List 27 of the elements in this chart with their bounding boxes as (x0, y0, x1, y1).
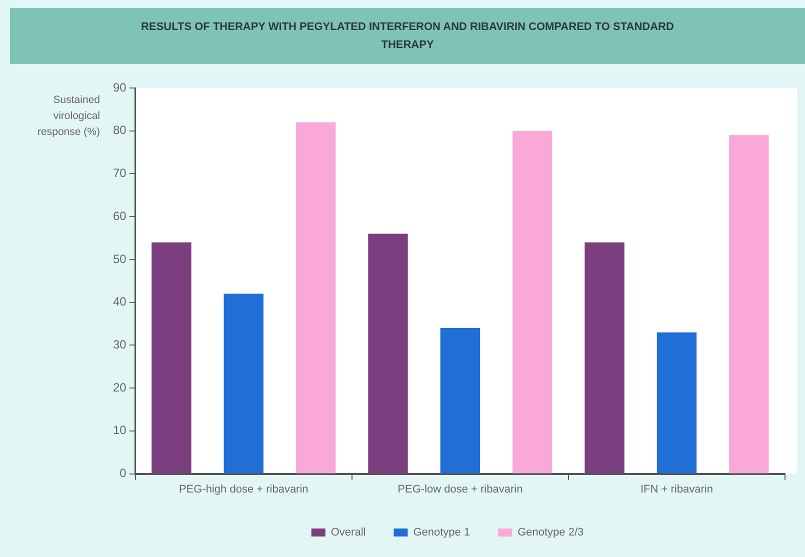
bar (440, 328, 480, 474)
bar (584, 242, 624, 474)
x-tick-label: PEG-high dose + ribavarin (178, 483, 308, 496)
y-tick-label: 10 (112, 423, 127, 438)
y-tick-label: 0 (120, 466, 127, 480)
y-tick-label: 80 (112, 123, 127, 138)
legend-label: Genotype 1 (413, 526, 470, 539)
bar (729, 135, 769, 474)
x-tick-label: PEG-low dose + ribavarin (398, 483, 523, 496)
x-tick-label: IFN + ribavarin (640, 483, 713, 496)
bar (296, 122, 336, 474)
y-tick-label: 60 (112, 208, 127, 223)
legend-label: Genotype 2/3 (518, 526, 584, 539)
legend-label: Overall (330, 526, 366, 539)
y-tick-label: 20 (112, 380, 127, 394)
y-axis-title: Sustained virological response (%) (36, 93, 100, 140)
y-tick-label: 50 (112, 252, 127, 266)
y-tick-label: 70 (112, 166, 127, 180)
y-tick-label: 90 (112, 80, 127, 94)
bar (656, 332, 697, 474)
chart-title: RESULTS OF THERAPY WITH PEGYLATED INTERFERON AND RIBAVIRIN COMPARED TO STANDARD THERAPY (140, 20, 675, 53)
y-tick-label: 30 (112, 338, 127, 352)
bar (224, 294, 264, 474)
y-tick-label: 40 (112, 294, 127, 309)
bar (368, 234, 408, 474)
bar (512, 130, 552, 474)
bar (152, 242, 192, 474)
